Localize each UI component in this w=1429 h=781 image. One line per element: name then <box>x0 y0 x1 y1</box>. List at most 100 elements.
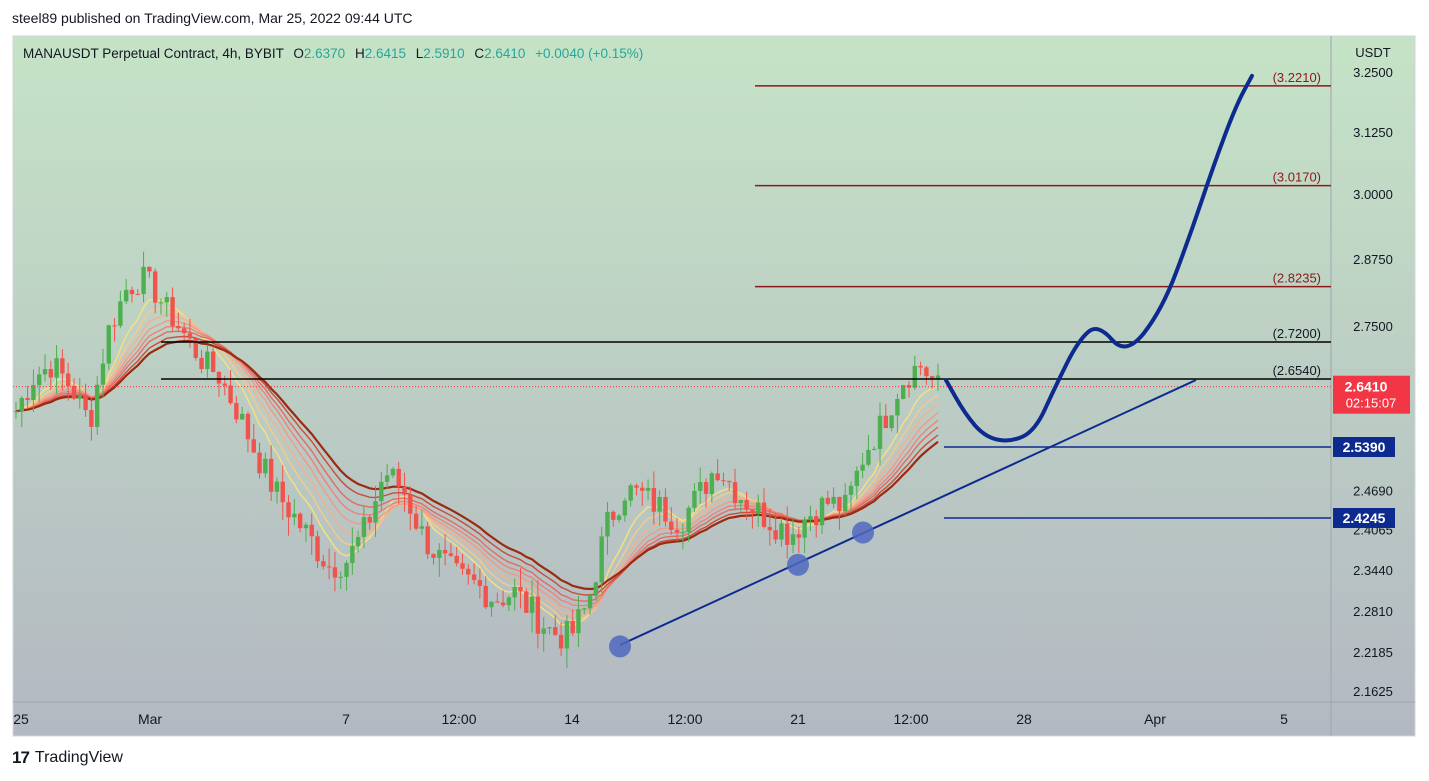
candle-body <box>239 413 245 420</box>
candle-body <box>448 553 454 556</box>
candle-body <box>558 634 564 649</box>
x-tick-label-9: Apr <box>1144 711 1166 727</box>
candle-body <box>547 627 552 629</box>
candle-body <box>825 497 831 504</box>
candle-body <box>674 529 680 533</box>
candle-body <box>332 567 338 578</box>
ema-line-31 <box>15 339 939 591</box>
y-tick-label-8: 2.2810 <box>1353 604 1393 619</box>
candle-body <box>750 509 755 514</box>
y-tick-label-2: 3.0000 <box>1353 187 1393 202</box>
candle-body <box>663 496 668 522</box>
candle-body <box>935 375 941 379</box>
candle-body <box>651 487 657 512</box>
candle-body <box>263 458 268 474</box>
candle-body <box>843 494 848 512</box>
candle-body <box>350 546 355 563</box>
candle-body <box>860 464 865 471</box>
candle-body <box>506 597 512 606</box>
level-label-1: (3.0170) <box>1273 170 1321 185</box>
x-tick-label-1: Mar <box>138 711 162 727</box>
candle-body <box>135 294 140 296</box>
support-tag-label-1: 2.4245 <box>1343 510 1386 526</box>
candle-body <box>529 596 535 613</box>
candle-body <box>112 325 117 327</box>
projection-path[interactable] <box>944 73 1254 443</box>
candle-body <box>402 486 407 495</box>
tradingview-brand[interactable]: 17 TradingView <box>12 748 123 768</box>
candle-body <box>274 481 280 492</box>
candle-body <box>930 376 935 379</box>
candle-body <box>541 628 546 634</box>
brand-name: TradingView <box>34 749 123 766</box>
candle-body <box>199 357 204 370</box>
candle-body <box>500 602 506 606</box>
candle-body <box>216 371 222 384</box>
candle-body <box>773 530 778 540</box>
legend-open-label: O <box>293 46 304 61</box>
trendline-touch-marker <box>852 521 874 544</box>
candle-body <box>709 473 715 494</box>
candle-body <box>814 516 819 526</box>
level-label-4: (2.6540) <box>1273 363 1321 378</box>
candle-body <box>721 480 726 482</box>
candle-body <box>42 369 48 375</box>
candle-body <box>756 502 761 514</box>
candle-body <box>77 395 82 399</box>
candle-body <box>65 373 71 386</box>
candle-body <box>790 534 796 545</box>
support-tag-label-0: 2.5390 <box>1343 439 1386 455</box>
candle-body <box>692 490 697 508</box>
candle-body <box>431 554 436 558</box>
candle-body <box>732 482 738 504</box>
candle-body <box>715 473 720 481</box>
level-label-3: (2.7200) <box>1273 326 1321 341</box>
candle-body <box>872 448 877 450</box>
candle-body <box>413 513 419 529</box>
candle-body <box>785 523 790 545</box>
candle-body <box>883 415 889 429</box>
candle-body <box>454 555 459 564</box>
trendline-touch-marker <box>787 553 809 576</box>
candle-body <box>36 374 42 386</box>
horizontal-levels: (3.2210) (3.0170) (2.8235) (2.7200) (2.6540) <box>13 70 1331 519</box>
candle-body <box>518 586 523 592</box>
candle-body <box>60 358 65 374</box>
candle-body <box>158 302 164 304</box>
candle-body <box>587 595 593 609</box>
candle-body <box>622 500 628 516</box>
candle-body <box>123 289 129 302</box>
candle-body <box>390 468 396 476</box>
candle-body <box>582 608 587 610</box>
candle-body <box>152 271 158 303</box>
candle-body <box>669 521 674 530</box>
candle-body <box>703 482 709 494</box>
candle-body <box>489 601 494 608</box>
candle-body <box>553 627 558 635</box>
x-tick-label-0: 25 <box>13 711 29 727</box>
y-tick-label-0: 3.2500 <box>1353 65 1393 80</box>
ascending-trendline[interactable] <box>619 379 1197 646</box>
candle-body <box>31 385 36 400</box>
x-tick-label-8: 28 <box>1016 711 1032 727</box>
candle-body <box>326 566 332 568</box>
candle-body <box>901 385 906 399</box>
drawings <box>609 73 1254 658</box>
candle-body <box>628 485 633 501</box>
candle-body <box>164 297 169 303</box>
candle-body <box>819 497 825 526</box>
candle-body <box>286 502 291 518</box>
legend-change: +0.0040 (+0.15%) <box>535 46 643 61</box>
candle-body <box>118 301 123 326</box>
candle-body <box>808 516 813 520</box>
time-axis: 25 Mar 7 12:00 14 12:00 21 12:00 28 Apr 5 <box>13 711 1288 727</box>
candle-body <box>680 532 686 534</box>
candle-body <box>831 496 836 504</box>
y-tick-label-3: 2.8750 <box>1353 252 1393 267</box>
candle-body <box>738 499 744 504</box>
candle-body <box>187 333 193 339</box>
candle-body <box>83 395 88 411</box>
y-tick-label-10: 2.1625 <box>1353 684 1393 699</box>
candle-body <box>645 487 651 491</box>
